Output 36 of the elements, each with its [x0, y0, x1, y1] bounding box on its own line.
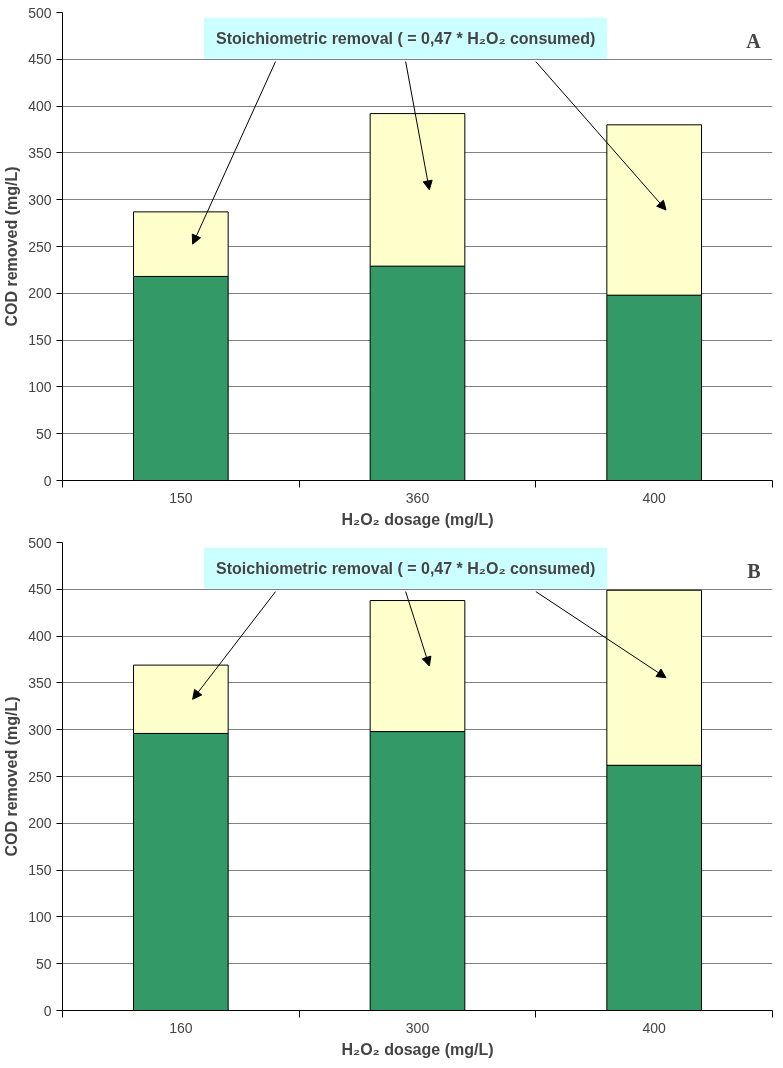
- y-tick-label: 500: [28, 534, 52, 551]
- x-axis-title: H₂O₂ dosage (mg/L): [341, 510, 494, 528]
- annotation: Stoichiometric removal ( = 0,47 * H₂O₂ consumed): [216, 29, 596, 47]
- y-tick-label: 300: [28, 721, 52, 738]
- x-tick-label: 360: [405, 489, 430, 506]
- x-tick-label: 400: [642, 489, 667, 506]
- y-tick-label: 450: [28, 51, 52, 68]
- y-tick-label: 200: [28, 815, 52, 832]
- y-tick-label: 250: [28, 768, 52, 785]
- annotation: Stoichiometric removal ( = 0,47 * H₂O₂ consumed): [216, 559, 596, 577]
- y-tick-label: 150: [28, 332, 52, 349]
- x-tick-label: 150: [169, 489, 193, 506]
- y-axis-title: COD removed (mg/L): [3, 166, 21, 327]
- x-tick-label: 400: [642, 1019, 667, 1036]
- y-tick-label: 100: [28, 378, 52, 395]
- y-tick-label: 50: [35, 955, 52, 972]
- annotation: B: [747, 559, 761, 582]
- y-axis-title: COD removed (mg/L): [3, 696, 21, 857]
- y-tick-label: 150: [28, 862, 52, 879]
- y-tick-label: 500: [28, 4, 52, 21]
- x-tick-label: 300: [405, 1019, 430, 1036]
- y-tick-label: 350: [28, 674, 52, 691]
- y-tick-label: 200: [28, 285, 52, 302]
- y-tick-label: 50: [35, 425, 52, 442]
- y-tick-label: 450: [28, 581, 52, 598]
- y-tick-label: 300: [28, 191, 52, 208]
- y-tick-label: 0: [43, 472, 52, 489]
- y-tick-label: 400: [28, 628, 52, 645]
- x-tick-label: 160: [169, 1019, 193, 1036]
- y-tick-label: 400: [28, 98, 52, 115]
- annotation: A: [746, 29, 762, 52]
- x-axis-title: H₂O₂ dosage (mg/L): [341, 1040, 494, 1058]
- y-tick-label: 250: [28, 238, 52, 255]
- y-tick-label: 350: [28, 144, 52, 161]
- y-tick-label: 0: [43, 1002, 52, 1019]
- y-tick-label: 100: [28, 908, 52, 925]
